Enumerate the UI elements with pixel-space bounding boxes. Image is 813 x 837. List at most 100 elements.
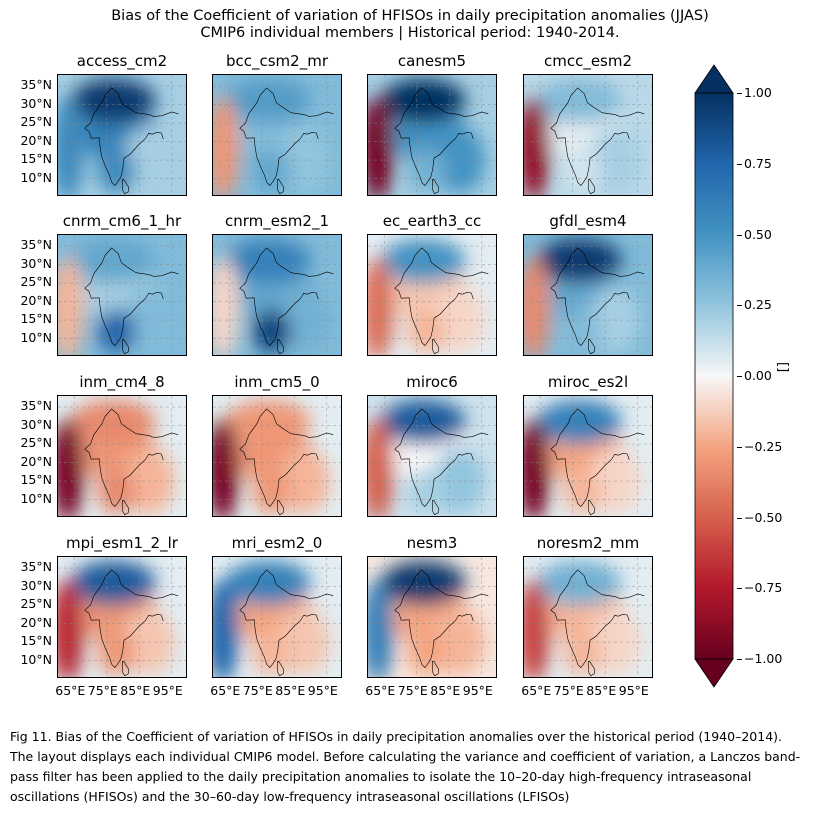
lat-tick-label: 20°N xyxy=(20,292,52,308)
border-outline xyxy=(239,408,334,450)
field-region-north xyxy=(226,560,311,606)
panel-title-inm_cm5_0: inm_cm5_0 xyxy=(234,373,320,391)
sri-lanka-outline xyxy=(588,500,596,516)
field-region-north xyxy=(226,78,311,124)
field-region-west xyxy=(524,579,551,677)
border-outline xyxy=(84,569,179,611)
field-region-west xyxy=(213,257,240,355)
colorbar-extend-min xyxy=(694,658,734,688)
border-outline xyxy=(394,569,489,611)
sri-lanka-outline xyxy=(277,179,285,195)
lat-tick-label: 30°N xyxy=(20,416,52,432)
field-region-north xyxy=(537,560,622,606)
field-region-north xyxy=(226,399,311,445)
field-region-west xyxy=(58,579,85,677)
map-panel-cnrm_esm2_1 xyxy=(212,234,342,356)
heatmap-mri_esm2_0 xyxy=(213,557,341,677)
heatmap-canesm5 xyxy=(368,75,496,195)
map-panel-inm_cm4_8 xyxy=(57,395,187,517)
sri-lanka-outline xyxy=(277,339,285,355)
lat-tick-label: 10°N xyxy=(20,329,52,345)
field-region-north xyxy=(537,399,622,445)
coastline-outline xyxy=(550,609,630,668)
border-outline xyxy=(550,247,645,289)
lat-tick-label: 35°N xyxy=(20,559,52,575)
border-outline xyxy=(84,87,179,129)
field-region-west xyxy=(524,418,551,516)
heatmap-mpi_esm1_2_lr xyxy=(58,557,186,677)
field-region-south xyxy=(252,469,291,515)
map-panel-miroc6 xyxy=(367,395,497,517)
field-region-west xyxy=(368,418,395,516)
field-region-west xyxy=(368,579,395,677)
colorbar-tick-mark xyxy=(737,93,742,94)
heatmap-bcc_csm2_mr xyxy=(213,75,341,195)
map-panel-canesm5 xyxy=(367,74,497,196)
lat-tick-label: 30°N xyxy=(20,577,52,593)
coastline-outline xyxy=(394,127,474,186)
colorbar-tick-mark xyxy=(737,588,742,590)
lon-tick-label: 75°E xyxy=(553,683,584,698)
sri-lanka-outline xyxy=(432,500,440,516)
lon-tick-label: 95°E xyxy=(462,683,493,698)
map-panel-cnrm_cm6_1_hr xyxy=(57,234,187,356)
field-region-west xyxy=(213,418,240,516)
lat-tick-label: 20°N xyxy=(20,132,52,148)
panel-title-gfdl_esm4: gfdl_esm4 xyxy=(549,212,627,230)
lon-tick-label: 85°E xyxy=(275,683,306,698)
field-region-south xyxy=(252,148,291,194)
field-region-north xyxy=(226,238,311,284)
panel-title-cnrm_esm2_1: cnrm_esm2_1 xyxy=(224,212,329,230)
heatmap-ec_earth3_cc xyxy=(368,235,496,355)
coastline-outline xyxy=(239,287,319,346)
panel-title-cnrm_cm6_1_hr: cnrm_cm6_1_hr xyxy=(62,212,182,230)
coastline-outline xyxy=(239,609,319,668)
field-region-north xyxy=(381,238,466,284)
map-panel-inm_cm5_0 xyxy=(212,395,342,517)
field-region-north xyxy=(537,78,622,124)
map-panel-ec_earth3_cc xyxy=(367,234,497,356)
colorbar-tick-mark xyxy=(737,163,742,165)
field-region-north xyxy=(537,238,622,284)
field-region-west xyxy=(58,97,85,195)
coastline-outline xyxy=(394,609,474,668)
sri-lanka-outline xyxy=(432,661,440,677)
map-panel-bcc_csm2_mr xyxy=(212,74,342,196)
heatmap-miroc_es2l xyxy=(524,396,652,516)
lon-tick-label: 95°E xyxy=(152,683,183,698)
coastline-outline xyxy=(550,287,630,346)
lat-tick-label: 15°N xyxy=(20,151,52,167)
colorbar-tick-label: −0.75 xyxy=(744,580,783,596)
coastline-outline xyxy=(84,448,164,507)
heatmap-gfdl_esm4 xyxy=(524,235,652,355)
field-region-south xyxy=(407,308,446,354)
heatmap-miroc6 xyxy=(368,396,496,516)
coastline-outline xyxy=(239,448,319,507)
lat-tick-label: 35°N xyxy=(20,77,52,93)
lon-tick-label: 85°E xyxy=(120,683,151,698)
coastline-outline xyxy=(550,448,630,507)
field-region-west xyxy=(524,97,551,195)
lat-tick-label: 30°N xyxy=(20,255,52,271)
field-region-west xyxy=(368,97,395,195)
heatmap-inm_cm5_0 xyxy=(213,396,341,516)
colorbar-tick-label: 0.25 xyxy=(744,297,772,313)
colorbar-tick-label: 0.75 xyxy=(744,155,772,171)
colorbar-tick-label: −0.25 xyxy=(744,438,783,454)
figure-caption: Fig 11. Bias of the Coefficient of varia… xyxy=(10,729,801,804)
colorbar-label: [] xyxy=(775,362,790,373)
field-region-north xyxy=(71,560,156,606)
field-region-south xyxy=(97,469,136,515)
map-panel-mpi_esm1_2_lr xyxy=(57,556,187,678)
field-region-west xyxy=(213,579,240,677)
colorbar-tick-mark xyxy=(737,517,742,519)
figure-title-line-2: CMIP6 individual members | Historical pe… xyxy=(200,25,620,41)
colorbar-tick-mark xyxy=(737,376,742,377)
border-outline xyxy=(394,247,489,289)
lon-tick-label: 65°E xyxy=(210,683,241,698)
lat-tick-label: 15°N xyxy=(20,633,52,649)
lat-tick-label: 15°N xyxy=(20,311,52,327)
coastline-outline xyxy=(84,127,164,186)
sri-lanka-outline xyxy=(588,339,596,355)
lon-tick-label: 75°E xyxy=(397,683,428,698)
